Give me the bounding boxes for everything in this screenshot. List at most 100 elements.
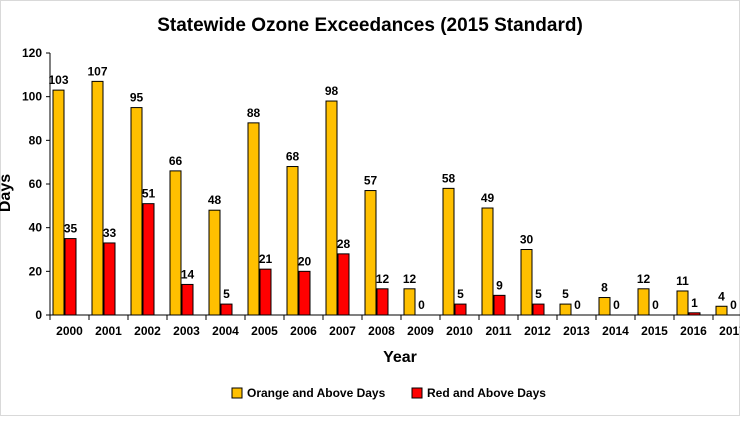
bar (559, 303, 572, 316)
data-label: 21 (259, 252, 273, 266)
x-tick-label: 2002 (134, 324, 161, 338)
x-tick-label: 2003 (173, 324, 200, 338)
data-label: 9 (496, 278, 503, 292)
x-tick-label: 2017 (719, 324, 740, 338)
data-label: 49 (481, 191, 495, 205)
x-tick-label: 2016 (680, 324, 707, 338)
bar (364, 190, 377, 316)
bar (493, 294, 506, 316)
bar (637, 288, 650, 316)
y-tick-label: 60 (29, 177, 43, 191)
data-label: 48 (208, 193, 222, 207)
x-tick-label: 2014 (602, 324, 629, 338)
data-label: 28 (337, 237, 351, 251)
data-label: 11 (676, 274, 689, 288)
bar (442, 187, 455, 316)
x-tick-label: 2010 (446, 324, 473, 338)
x-tick-label: 2008 (368, 324, 395, 338)
bar (247, 122, 260, 316)
data-label: 12 (637, 272, 651, 286)
y-tick-label: 80 (29, 133, 43, 147)
data-label: 98 (325, 84, 339, 98)
data-label: 58 (442, 171, 456, 185)
bar (532, 303, 545, 316)
x-tick-label: 2015 (641, 324, 668, 338)
bar (181, 283, 194, 316)
data-label: 5 (223, 287, 230, 301)
data-label: 66 (169, 154, 183, 168)
data-label: 5 (535, 287, 542, 301)
bar (298, 270, 311, 316)
x-tick-label: 2006 (290, 324, 317, 338)
data-label: 0 (418, 298, 425, 312)
bar (454, 303, 467, 316)
data-label: 4 (718, 289, 725, 303)
data-label: 103 (48, 73, 68, 87)
x-tick-label: 2012 (524, 324, 551, 338)
chart-title: Statewide Ozone Exceedances (2015 Standa… (157, 15, 583, 36)
x-tick-label: 2001 (95, 324, 122, 338)
data-label: 5 (457, 287, 464, 301)
data-label: 12 (376, 272, 390, 286)
legend-swatch (411, 387, 423, 399)
x-axis-label: Year (383, 349, 417, 366)
y-tick-label: 20 (29, 264, 43, 278)
chart-legend: Orange and Above Days Red and Above Days (231, 386, 546, 400)
bar (715, 305, 728, 316)
bar (286, 166, 299, 316)
bar (52, 89, 65, 316)
bar (142, 203, 155, 316)
bar (64, 238, 77, 316)
y-tick-label: 40 (29, 221, 43, 235)
plot-area: 0204060801001202000103352001107332002955… (22, 46, 740, 338)
bar (259, 268, 272, 316)
legend-label: Red and Above Days (427, 386, 546, 400)
data-label: 1 (691, 296, 698, 310)
bar (220, 303, 233, 316)
x-tick-label: 2004 (212, 324, 239, 338)
data-label: 57 (364, 174, 378, 188)
y-tick-label: 0 (35, 308, 42, 322)
bar (325, 100, 338, 316)
data-label: 0 (730, 298, 737, 312)
bar (376, 288, 389, 316)
data-label: 0 (652, 298, 659, 312)
data-label: 20 (298, 254, 312, 268)
data-label: 8 (601, 281, 608, 295)
legend-label: Orange and Above Days (247, 386, 386, 400)
y-tick-label: 120 (22, 46, 42, 60)
data-label: 0 (613, 298, 620, 312)
bar (676, 290, 689, 316)
x-tick-label: 2013 (563, 324, 590, 338)
x-tick-label: 2007 (329, 324, 356, 338)
bar (520, 249, 533, 316)
x-tick-label: 2009 (407, 324, 434, 338)
legend-swatch (231, 387, 243, 399)
bar (169, 170, 182, 316)
bar (337, 253, 350, 316)
bar (688, 312, 701, 316)
data-label: 88 (247, 106, 261, 120)
data-label: 14 (181, 267, 195, 281)
y-tick-label: 100 (22, 90, 42, 104)
bar (91, 80, 104, 316)
data-label: 35 (64, 222, 78, 236)
y-axis-label: Days (0, 174, 14, 212)
data-label: 51 (142, 187, 156, 201)
data-label: 107 (87, 64, 107, 78)
bar (481, 207, 494, 316)
x-tick-label: 2005 (251, 324, 278, 338)
data-label: 33 (103, 226, 117, 240)
bar (103, 242, 116, 316)
data-label: 12 (403, 272, 417, 286)
data-label: 68 (286, 150, 300, 164)
data-label: 5 (562, 287, 569, 301)
data-label: 0 (574, 298, 581, 312)
data-label: 95 (130, 91, 144, 105)
bar (598, 297, 611, 316)
data-label: 30 (520, 233, 534, 247)
bar (403, 288, 416, 316)
bar (208, 209, 221, 316)
